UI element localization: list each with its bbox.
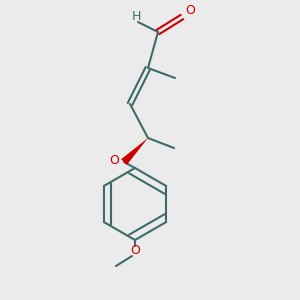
Polygon shape [121,138,148,165]
Text: O: O [109,154,119,167]
Text: H: H [131,11,141,23]
Text: O: O [130,244,140,256]
Text: O: O [185,4,195,16]
